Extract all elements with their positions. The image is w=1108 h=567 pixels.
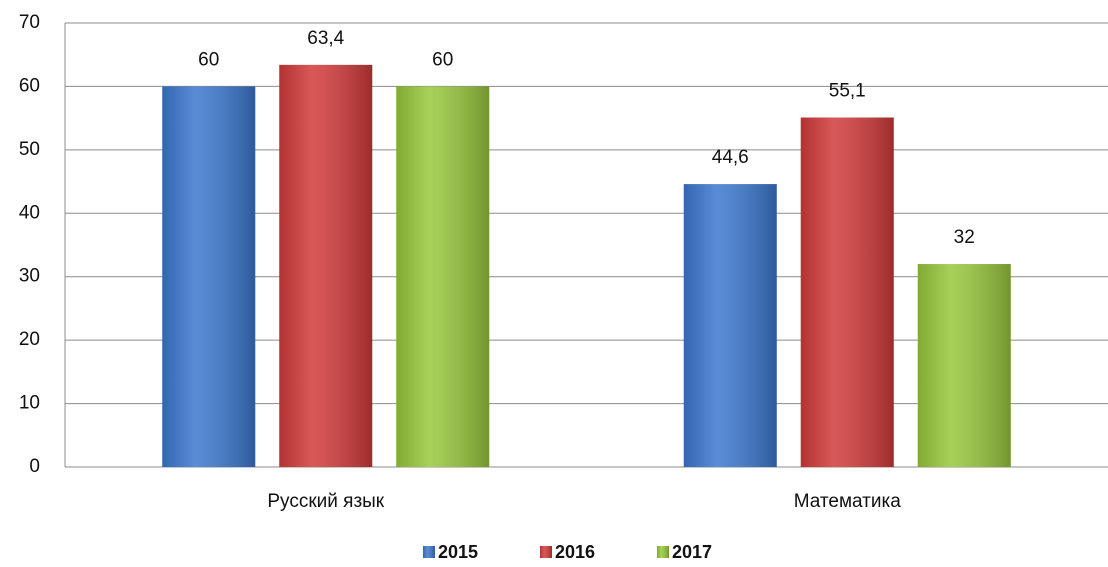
y-tick-label: 20 xyxy=(19,329,40,350)
bar-shade xyxy=(162,86,256,467)
bar-shade xyxy=(800,117,894,467)
y-tick-label: 10 xyxy=(19,393,40,414)
y-tick-label: 70 xyxy=(19,12,40,33)
legend-text: 2016 xyxy=(555,542,595,562)
y-tick-label: 60 xyxy=(19,75,40,96)
legend-swatch-shade xyxy=(657,546,669,558)
value-label: 60 xyxy=(432,49,453,70)
legend-text: 2017 xyxy=(672,542,712,562)
value-label: 32 xyxy=(954,227,975,248)
value-label: 44,6 xyxy=(712,147,749,168)
y-tick-label: 50 xyxy=(19,139,40,160)
bar-shade xyxy=(396,86,490,467)
legend-swatch-shade xyxy=(540,546,552,558)
value-label: 55,1 xyxy=(829,81,866,102)
legend-text: 2015 xyxy=(438,542,478,562)
y-tick-label: 0 xyxy=(29,456,40,477)
value-label: 63,4 xyxy=(307,28,344,49)
bar-shade xyxy=(279,64,373,467)
value-label: 60 xyxy=(198,49,219,70)
y-tick-label: 40 xyxy=(19,202,40,223)
legend-swatch-shade xyxy=(423,546,435,558)
x-tick-label: Русский язык xyxy=(267,491,384,512)
x-tick-label: Математика xyxy=(794,491,902,512)
y-tick-label: 30 xyxy=(19,266,40,287)
bar-shade xyxy=(917,264,1011,467)
bar-shade xyxy=(683,184,777,467)
